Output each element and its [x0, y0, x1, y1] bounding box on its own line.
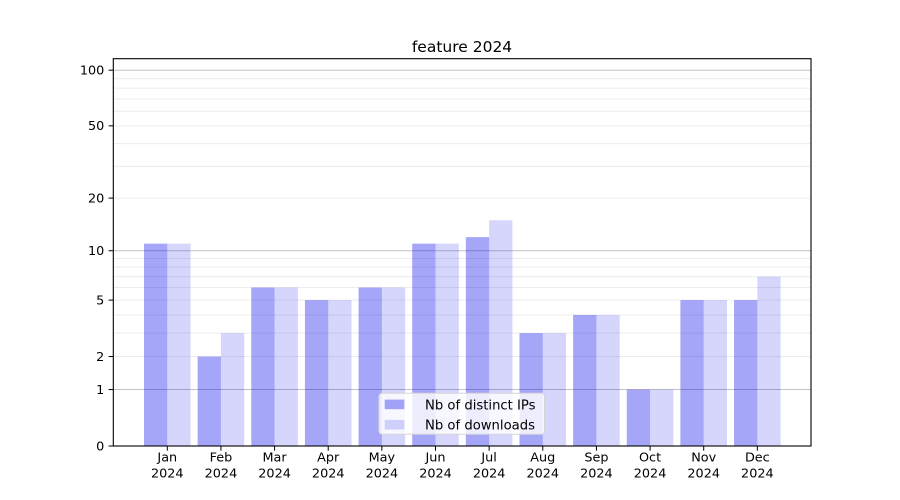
bar-distinct-ips-may — [358, 287, 382, 446]
legend-box — [378, 392, 545, 435]
x-tick-label-month-aug: Aug — [530, 451, 555, 466]
legend-swatch-distinct-ips — [384, 399, 405, 410]
bar-distinct-ips-jan — [144, 243, 168, 446]
bar-distinct-ips-apr — [304, 300, 329, 446]
bar-downloads-apr — [328, 300, 352, 446]
gridlines — [113, 69, 811, 391]
bar-distinct-ips-mar — [251, 287, 275, 446]
x-tick-label-month-jul: Jul — [480, 451, 496, 466]
x-tick-label-month-jan: Jan — [156, 451, 177, 466]
x-tick-label-month-nov: Nov — [691, 451, 716, 466]
y-tick-label-5: 5 — [96, 293, 104, 308]
axes — [108, 58, 812, 451]
x-tick-label-month-oct: Oct — [639, 451, 661, 466]
x-tick-label-month-dec: Dec — [745, 451, 770, 466]
x-tick-label-year-aug: 2024 — [526, 467, 559, 482]
bar-distinct-ips-nov — [680, 300, 704, 446]
x-tick-label-year-jun: 2024 — [419, 467, 452, 482]
y-tick-label-1: 1 — [96, 383, 104, 398]
legend-label-distinct-ips: Nb of distinct IPs — [425, 398, 536, 413]
y-tick-label-10: 10 — [88, 244, 104, 259]
y-tick-label-100: 100 — [80, 64, 104, 79]
x-tick-label-year-feb: 2024 — [205, 467, 238, 482]
x-tick-label-month-apr: Apr — [317, 451, 340, 466]
bar-distinct-ips-feb — [197, 356, 221, 446]
bar-downloads-sep — [596, 314, 620, 446]
bar-downloads-nov — [703, 300, 727, 446]
x-tick-label-month-mar: Mar — [263, 451, 288, 466]
tick-labels: 0125102050100Jan2024Feb2024Mar2024Apr202… — [80, 64, 774, 482]
y-tick-label-50: 50 — [88, 119, 104, 134]
x-tick-label-month-may: May — [369, 451, 396, 466]
x-tick-label-year-jan: 2024 — [151, 467, 184, 482]
x-tick-label-year-nov: 2024 — [687, 467, 720, 482]
bar-distinct-ips-oct — [626, 389, 651, 446]
y-tick-label-20: 20 — [88, 191, 104, 206]
x-tick-label-month-feb: Feb — [210, 451, 233, 466]
plot-border — [112, 58, 812, 447]
bar-downloads-jul — [489, 220, 513, 446]
bar-downloads-aug — [542, 333, 567, 446]
bar-distinct-ips-dec — [734, 300, 758, 446]
x-tick-label-year-apr: 2024 — [312, 467, 345, 482]
x-tick-label-year-may: 2024 — [366, 467, 399, 482]
legend: Nb of distinct IPs Nb of downloads — [378, 392, 545, 435]
bar-downloads-jan — [167, 243, 191, 446]
x-tick-label-month-sep: Sep — [584, 451, 608, 466]
x-tick-label-year-jul: 2024 — [473, 467, 506, 482]
legend-swatch-downloads — [384, 419, 405, 430]
legend-label-downloads: Nb of downloads — [425, 419, 535, 434]
x-tick-label-year-oct: 2024 — [634, 467, 667, 482]
bar-downloads-mar — [274, 287, 298, 446]
chart-title: feature 2024 — [412, 38, 512, 56]
x-tick-label-month-jun: Jun — [425, 451, 446, 466]
bar-downloads-dec — [757, 276, 781, 446]
y-tick-label-2: 2 — [96, 350, 104, 365]
x-tick-label-year-mar: 2024 — [258, 467, 291, 482]
bar-downloads-oct — [650, 389, 674, 446]
x-tick-label-year-dec: 2024 — [741, 467, 774, 482]
bar-distinct-ips-sep — [573, 314, 597, 446]
y-tick-label-0: 0 — [96, 439, 104, 454]
bar-downloads-feb — [220, 333, 245, 446]
x-tick-label-year-sep: 2024 — [580, 467, 613, 482]
